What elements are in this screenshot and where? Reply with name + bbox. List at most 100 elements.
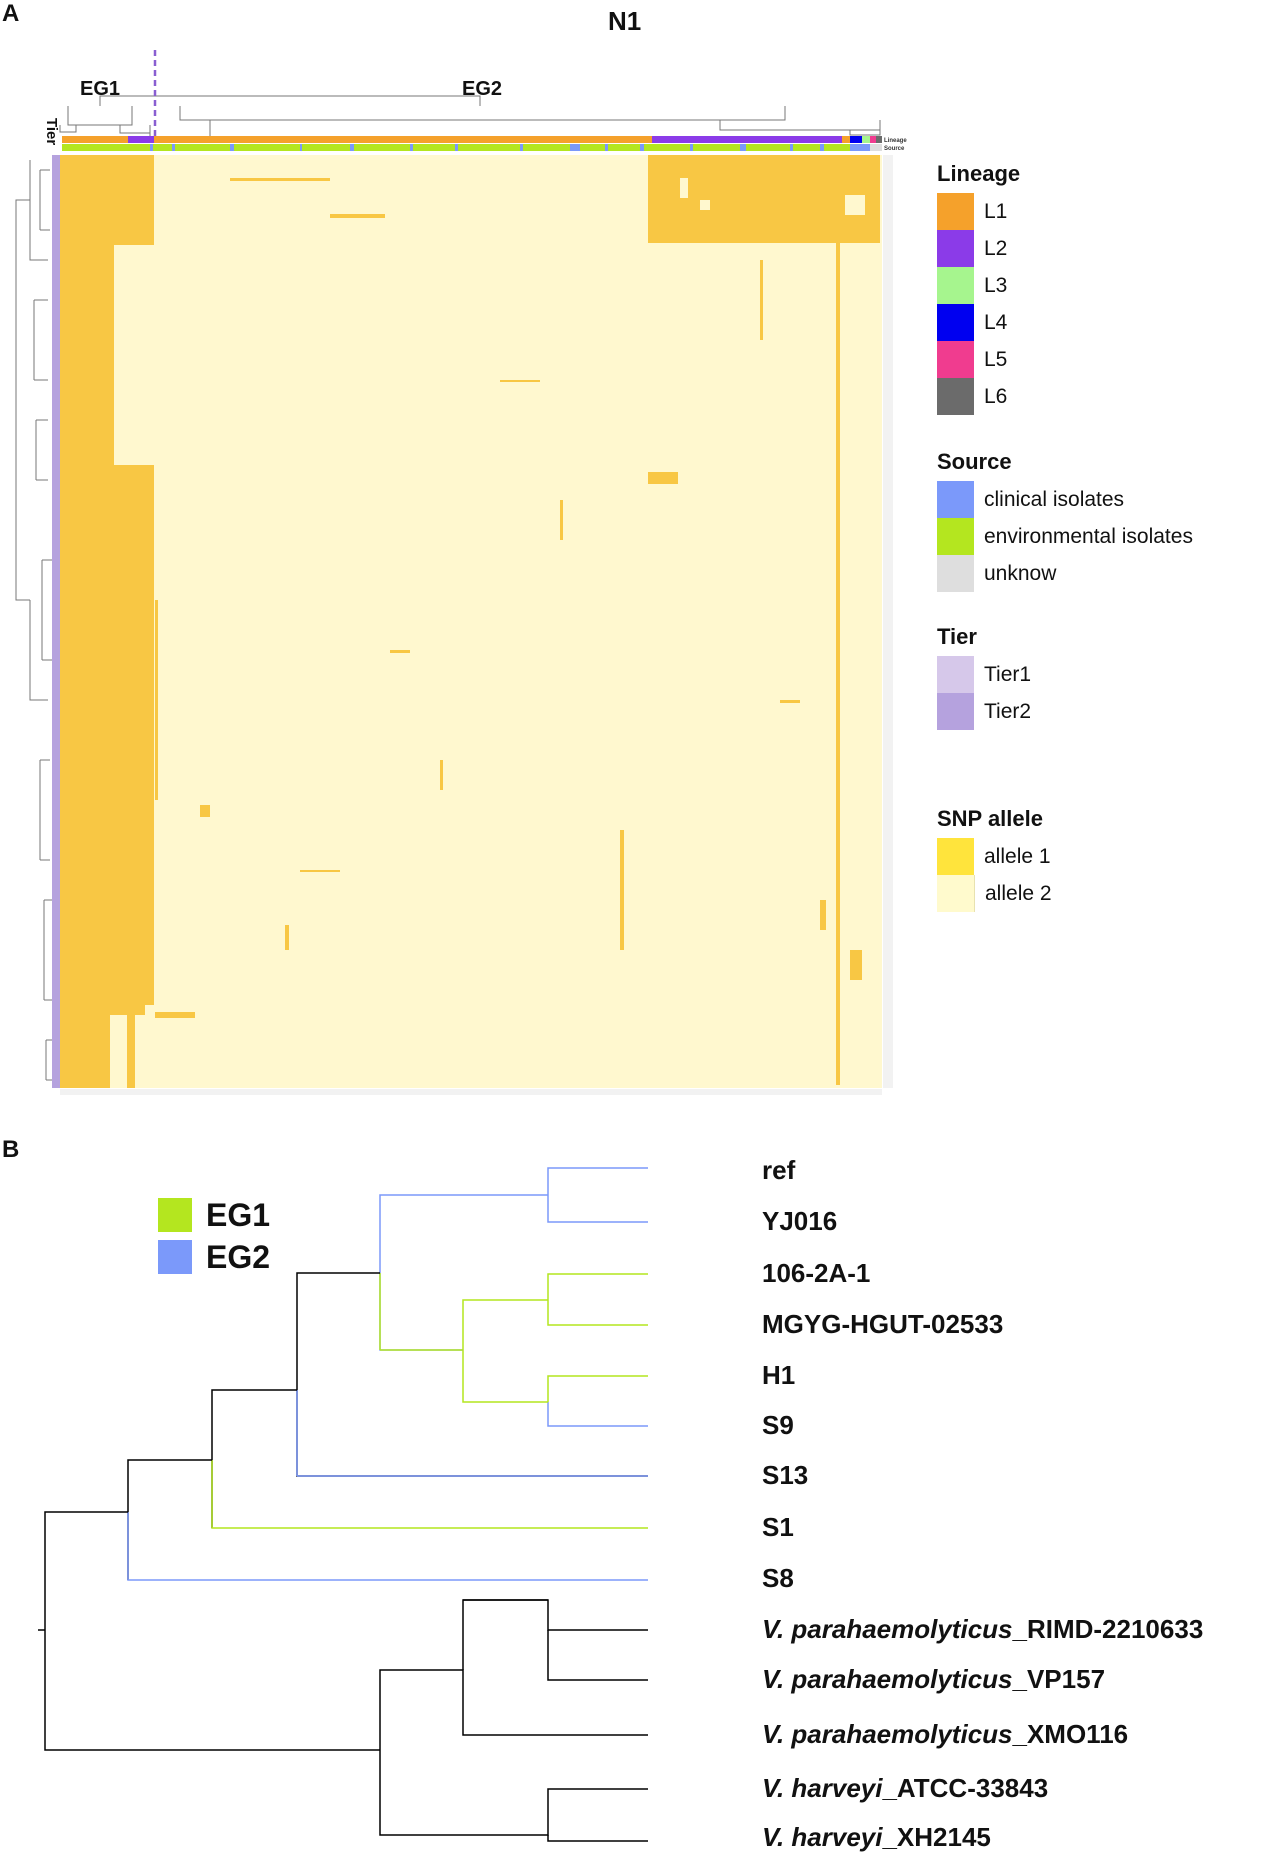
legend-label: L4 (984, 310, 1008, 334)
tip-label-xh2145: V. harveyi_XH2145 (762, 1822, 991, 1853)
legend-swatch (937, 875, 975, 912)
tip-name: 106-2A-1 (762, 1258, 871, 1288)
legend-item: L2 (937, 230, 1020, 267)
tip-label-ref: ref (762, 1155, 795, 1186)
tip-name: S13 (762, 1460, 809, 1490)
lineage-bar-label: Lineage (884, 138, 907, 144)
tip-species: V. harveyi (762, 1822, 883, 1852)
legend-label: L5 (984, 347, 1008, 371)
legend-swatch (937, 838, 974, 875)
panel-b-letter: B (2, 1136, 20, 1163)
tip-name: _VP157 (1012, 1664, 1106, 1694)
legend-lineage: Lineage L1 L2 L3 L4 L5 L6 (937, 161, 1020, 415)
tip-label-atcc: V. harveyi_ATCC-33843 (762, 1773, 1048, 1804)
legend-source-title: Source (937, 449, 1012, 474)
legend-swatch (937, 341, 974, 378)
eg-legend: EG1 EG2 (158, 1194, 270, 1278)
legend-label: Tier2 (984, 699, 1032, 723)
legend-swatch (937, 481, 974, 518)
legend-item: L4 (937, 304, 1020, 341)
tip-species: V. parahaemolyticus (762, 1614, 1013, 1644)
heatmap-figure: Lineage Source (15, 50, 907, 1095)
legend-label: allele 1 (984, 844, 1051, 868)
legend-label: Tier1 (984, 662, 1032, 686)
legend-source: Source clinical isolates environmental i… (937, 449, 1193, 592)
row-dendrogram (15, 160, 52, 1081)
legend-item: L1 (937, 193, 1020, 230)
legend-label: clinical isolates (984, 487, 1125, 511)
eg-legend-label: EG2 (206, 1238, 271, 1275)
source-bar-label: Source (884, 146, 905, 152)
legend-swatch (937, 267, 974, 304)
phylogenetic-tree-main (38, 1167, 648, 1842)
legend-label: L6 (984, 384, 1008, 408)
legend-swatch (937, 378, 974, 415)
legend-swatch (937, 304, 974, 341)
tip-name: S8 (762, 1563, 794, 1593)
tip-label-vp157: V. parahaemolyticus_VP157 (762, 1664, 1105, 1695)
legend-item: L6 (937, 378, 1020, 415)
tip-name: _XMO116 (1012, 1719, 1129, 1749)
heatmap (60, 155, 882, 1088)
tip-label-s9: S9 (762, 1410, 794, 1441)
tip-name: _ATCC-33843 (882, 1773, 1049, 1803)
legend-label: unknow (984, 561, 1057, 585)
tip-label-s1: S1 (762, 1512, 794, 1543)
legend-swatch (937, 518, 974, 555)
legend-item: environmental isolates (937, 518, 1193, 555)
legend-label: L3 (984, 273, 1008, 297)
tip-label-xmo116: V. parahaemolyticus_XMO116 (762, 1719, 1128, 1750)
legend-tier: Tier Tier1 Tier2 (937, 624, 1031, 730)
tip-name: S9 (762, 1410, 794, 1440)
tip-label-s13: S13 (762, 1460, 808, 1491)
legend-swatch (937, 193, 974, 230)
legend-item: allele 1 (937, 838, 1052, 875)
tip-name: S1 (762, 1512, 794, 1542)
source-bar (62, 144, 882, 151)
legend-item: clinical isolates (937, 481, 1193, 518)
tip-label-mgyg: MGYG-HGUT-02533 (762, 1309, 1003, 1340)
panel-a-letter: A (2, 0, 20, 27)
tip-name: YJ016 (762, 1206, 838, 1236)
row-tick-labels (883, 155, 893, 1088)
legend-label: L2 (984, 236, 1008, 260)
panel-a-title: N1 (608, 6, 642, 36)
lineage-bar (62, 136, 882, 143)
tip-label-s8: S8 (762, 1563, 794, 1594)
legend-label: allele 2 (985, 881, 1052, 905)
tip-species: V. harveyi (762, 1773, 883, 1803)
legend-item: allele 2 (937, 875, 1052, 912)
tip-label-106-2a-1: 106-2A-1 (762, 1258, 870, 1289)
eg-legend-item: EG1 (158, 1194, 270, 1236)
tier-bar (52, 155, 60, 1088)
legend-item: Tier2 (937, 693, 1031, 730)
tip-species: V. parahaemolyticus (762, 1664, 1013, 1694)
tip-name: _RIMD-2210633 (1012, 1614, 1204, 1644)
tip-label-yj016: YJ016 (762, 1206, 837, 1237)
eg-legend-label: EG1 (206, 1196, 271, 1233)
legend-item: unknow (937, 555, 1193, 592)
tip-name: H1 (762, 1360, 796, 1390)
tip-name: ref (762, 1155, 796, 1185)
eg2-swatch (158, 1240, 192, 1274)
legend-item: Tier1 (937, 656, 1031, 693)
legend-swatch (937, 555, 974, 592)
cluster-label-eg2: EG2 (462, 78, 503, 100)
tip-name: MGYG-HGUT-02533 (762, 1309, 1004, 1339)
tip-species: V. parahaemolyticus (762, 1719, 1013, 1749)
legend-swatch (937, 656, 974, 693)
eg1-swatch (158, 1198, 192, 1232)
legend-item: L3 (937, 267, 1020, 304)
legend-tier-title: Tier (937, 624, 977, 649)
legend-lineage-title: Lineage (937, 161, 1021, 186)
column-tick-labels (60, 1089, 882, 1095)
legend-snp-title: SNP allele (937, 806, 1043, 831)
tip-label-rimd: V. parahaemolyticus_RIMD-2210633 (762, 1614, 1203, 1645)
legend-snp-allele: SNP allele allele 1 allele 2 (937, 806, 1052, 912)
legend-swatch (937, 693, 974, 730)
cluster-label-eg1: EG1 (80, 78, 121, 100)
legend-label: L1 (984, 199, 1008, 223)
tip-name: _XH2145 (882, 1822, 991, 1852)
legend-item: L5 (937, 341, 1020, 378)
legend-label: environmental isolates (984, 524, 1193, 548)
